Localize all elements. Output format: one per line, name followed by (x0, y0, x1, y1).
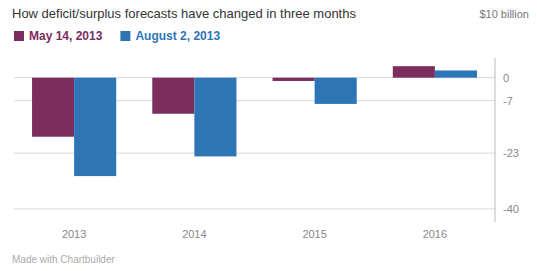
bar (194, 78, 236, 157)
bar (74, 78, 116, 176)
footer: Made with Chartbuilder (12, 254, 115, 265)
legend-entry: August 2, 2013 (135, 29, 220, 43)
y-axis-label: $10 billion (479, 8, 529, 20)
bar (152, 78, 194, 114)
y-tick-label: -23 (503, 147, 519, 159)
y-tick-label: 0 (503, 72, 509, 84)
bar (435, 70, 477, 77)
legend-swatch (14, 31, 24, 41)
legend: May 14, 2013 August 2, 2013 (14, 29, 220, 43)
x-tick-label: 2016 (423, 228, 447, 240)
y-tick-label: -7 (503, 95, 513, 107)
chart: How deficit/surplus forecasts have chang… (0, 0, 537, 271)
bar (315, 78, 357, 104)
y-axis-line (495, 58, 496, 222)
grid (14, 78, 495, 209)
y-tick-label: -40 (503, 203, 519, 215)
grid-line (14, 208, 495, 209)
legend-swatch (120, 31, 130, 41)
title: How deficit/surplus forecasts have chang… (12, 6, 356, 21)
x-tick-label: 2015 (302, 228, 326, 240)
x-tick-label: 2014 (182, 228, 206, 240)
bar (32, 78, 74, 137)
bar (393, 66, 435, 77)
bar (273, 78, 315, 81)
x-tick-label: 2013 (62, 228, 86, 240)
bars (32, 66, 477, 176)
legend-entry: May 14, 2013 (29, 29, 103, 43)
